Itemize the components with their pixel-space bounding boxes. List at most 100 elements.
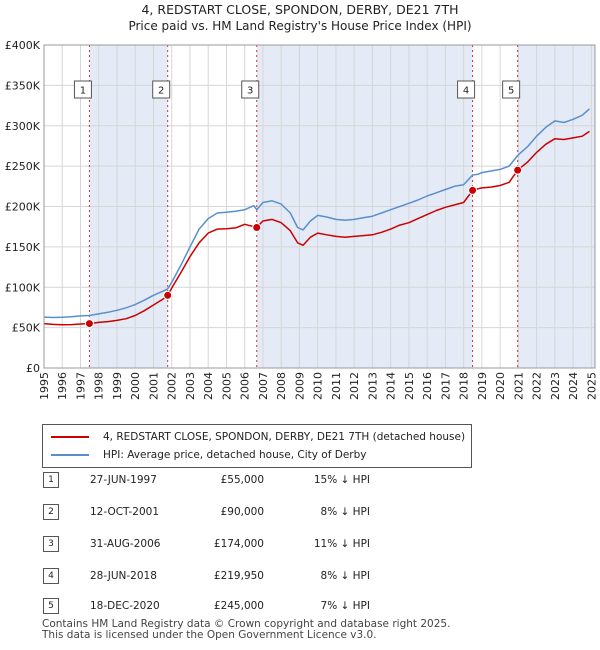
sale-price: £219,950 — [213, 570, 264, 582]
sale-date: 27-JUN-1997 — [90, 474, 157, 486]
x-tick-label: 2025 — [585, 372, 598, 400]
sale-number-label: 2 — [158, 86, 164, 97]
x-tick-label: 2016 — [421, 372, 434, 400]
sale-date: 28-JUN-2018 — [90, 570, 157, 582]
x-tick-label: 2013 — [366, 372, 379, 400]
x-tick-label: 2004 — [202, 372, 215, 400]
sale-number-badge: 5 — [43, 598, 59, 614]
x-tick-label: 1996 — [56, 372, 69, 400]
footer-line-1: Contains HM Land Registry data © Crown c… — [42, 618, 451, 630]
sale-number-box: 2 — [152, 80, 171, 99]
sale-hpi-diff: 7% ↓ HPI — [320, 600, 370, 612]
series-line-property — [43, 130, 590, 326]
y-tick-label: £50K — [12, 322, 41, 335]
x-tick-label: 2006 — [239, 372, 252, 400]
x-tick-label: 2018 — [458, 372, 471, 400]
x-tick-label: 1999 — [111, 372, 124, 400]
y-tick-label: £400K — [5, 39, 41, 52]
chart-legend: 4, REDSTART CLOSE, SPONDON, DERBY, DE21 … — [42, 424, 472, 468]
sale-number-label: 5 — [508, 86, 514, 97]
y-tick-label: £250K — [5, 160, 41, 173]
x-tick-label: 1998 — [93, 372, 106, 400]
table-row: 5 18-DEC-2020 £245,000 7% ↓ HPI — [0, 596, 600, 616]
x-tick-label: 2014 — [385, 372, 398, 400]
x-tick-label: 2020 — [494, 372, 507, 400]
sale-hpi-diff: 15% ↓ HPI — [313, 474, 370, 486]
x-tick-label: 2023 — [549, 372, 562, 400]
x-tick-label: 2007 — [257, 372, 270, 400]
x-tick-label: 2022 — [531, 372, 544, 400]
sale-price: £174,000 — [213, 538, 264, 550]
legend-label-hpi: HPI: Average price, detached house, City… — [103, 449, 367, 461]
x-tick-label: 2009 — [293, 372, 306, 400]
series-line-hpi — [43, 108, 590, 319]
y-tick-label: £350K — [5, 79, 41, 92]
sale-point — [163, 290, 173, 300]
x-tick-label: 2005 — [220, 372, 233, 400]
sale-number-label: 3 — [247, 86, 253, 97]
x-tick-label: 2001 — [147, 372, 160, 400]
sale-price: £90,000 — [220, 506, 264, 518]
legend-item-property: 4, REDSTART CLOSE, SPONDON, DERBY, DE21 … — [51, 428, 465, 446]
sale-number-box-frame — [73, 80, 92, 99]
x-tick-label: 2024 — [567, 372, 580, 400]
sale-date: 31-AUG-2006 — [90, 538, 161, 550]
sale-number-box: 3 — [241, 80, 260, 99]
legend-item-hpi: HPI: Average price, detached house, City… — [51, 446, 366, 464]
y-tick-label: £200K — [5, 201, 41, 214]
x-tick-label: 2008 — [275, 372, 288, 400]
sale-number-box: 4 — [457, 80, 476, 99]
table-row: 4 28-JUN-2018 £219,950 8% ↓ HPI — [0, 566, 600, 586]
table-row: 1 27-JUN-1997 £55,000 15% ↓ HPI — [0, 470, 600, 490]
sale-number-badge: 4 — [43, 568, 59, 584]
sale-hpi-diff: 8% ↓ HPI — [320, 570, 370, 582]
sale-date: 12-OCT-2001 — [90, 506, 159, 518]
sale-price: £245,000 — [213, 600, 264, 612]
sale-point — [468, 185, 478, 195]
y-tick-label: £0 — [26, 362, 40, 375]
sale-hpi-diff: 11% ↓ HPI — [313, 538, 370, 550]
sale-point — [252, 222, 262, 232]
sale-hpi-diff: 8% ↓ HPI — [320, 506, 370, 518]
sale-point — [513, 165, 523, 175]
price-chart: 1 2 3 4 5 £0 £50K £100K £150K £200K £250K £300K £350… — [5, 39, 599, 400]
x-tick-label: 2017 — [439, 372, 452, 400]
legend-swatch-property — [51, 436, 89, 438]
x-tick-label: 2010 — [312, 372, 325, 400]
table-row: 2 12-OCT-2001 £90,000 8% ↓ HPI — [0, 502, 600, 522]
sale-date: 18-DEC-2020 — [90, 600, 160, 612]
plot-frame — [43, 44, 596, 369]
footer-line-2: This data is licensed under the Open Gov… — [42, 629, 377, 641]
legend-label-property: 4, REDSTART CLOSE, SPONDON, DERBY, DE21 … — [103, 431, 466, 443]
sale-number-label: 4 — [463, 86, 469, 97]
sale-number-box-frame — [241, 80, 260, 99]
legend-swatch-hpi — [51, 454, 89, 456]
x-tick-label: 2011 — [330, 372, 343, 400]
sale-number-badge: 2 — [43, 504, 59, 520]
y-tick-label: £100K — [5, 281, 41, 294]
sale-number-box: 5 — [502, 80, 521, 99]
sale-price: £55,000 — [220, 474, 264, 486]
footer-attribution: Contains HM Land Registry data © Crown c… — [42, 619, 450, 641]
x-tick-label: 2015 — [403, 372, 416, 400]
sale-number-badge: 1 — [43, 472, 59, 488]
chart-subtitle: Price paid vs. HM Land Registry's House … — [128, 19, 472, 33]
x-tick-label: 1997 — [74, 372, 87, 400]
sale-number-box-frame — [152, 80, 171, 99]
x-tick-label: 2003 — [184, 372, 197, 400]
sale-number-label: 1 — [80, 86, 86, 97]
table-row: 3 31-AUG-2006 £174,000 11% ↓ HPI — [0, 534, 600, 554]
x-tick-label: 2002 — [166, 372, 179, 400]
sale-number-box: 1 — [73, 80, 92, 99]
chart-title: 4, REDSTART CLOSE, SPONDON, DERBY, DE21 … — [141, 2, 459, 17]
x-tick-label: 2019 — [476, 372, 489, 400]
sale-number-box-frame — [457, 80, 476, 99]
y-tick-label: £150K — [5, 241, 41, 254]
sale-number-box-frame — [502, 80, 521, 99]
x-tick-label: 2000 — [129, 372, 142, 400]
x-tick-label: 1995 — [38, 372, 51, 400]
sale-number-badge: 3 — [43, 536, 59, 552]
sale-point — [84, 319, 94, 329]
x-tick-label: 2012 — [348, 372, 361, 400]
y-tick-label: £300K — [5, 120, 41, 133]
